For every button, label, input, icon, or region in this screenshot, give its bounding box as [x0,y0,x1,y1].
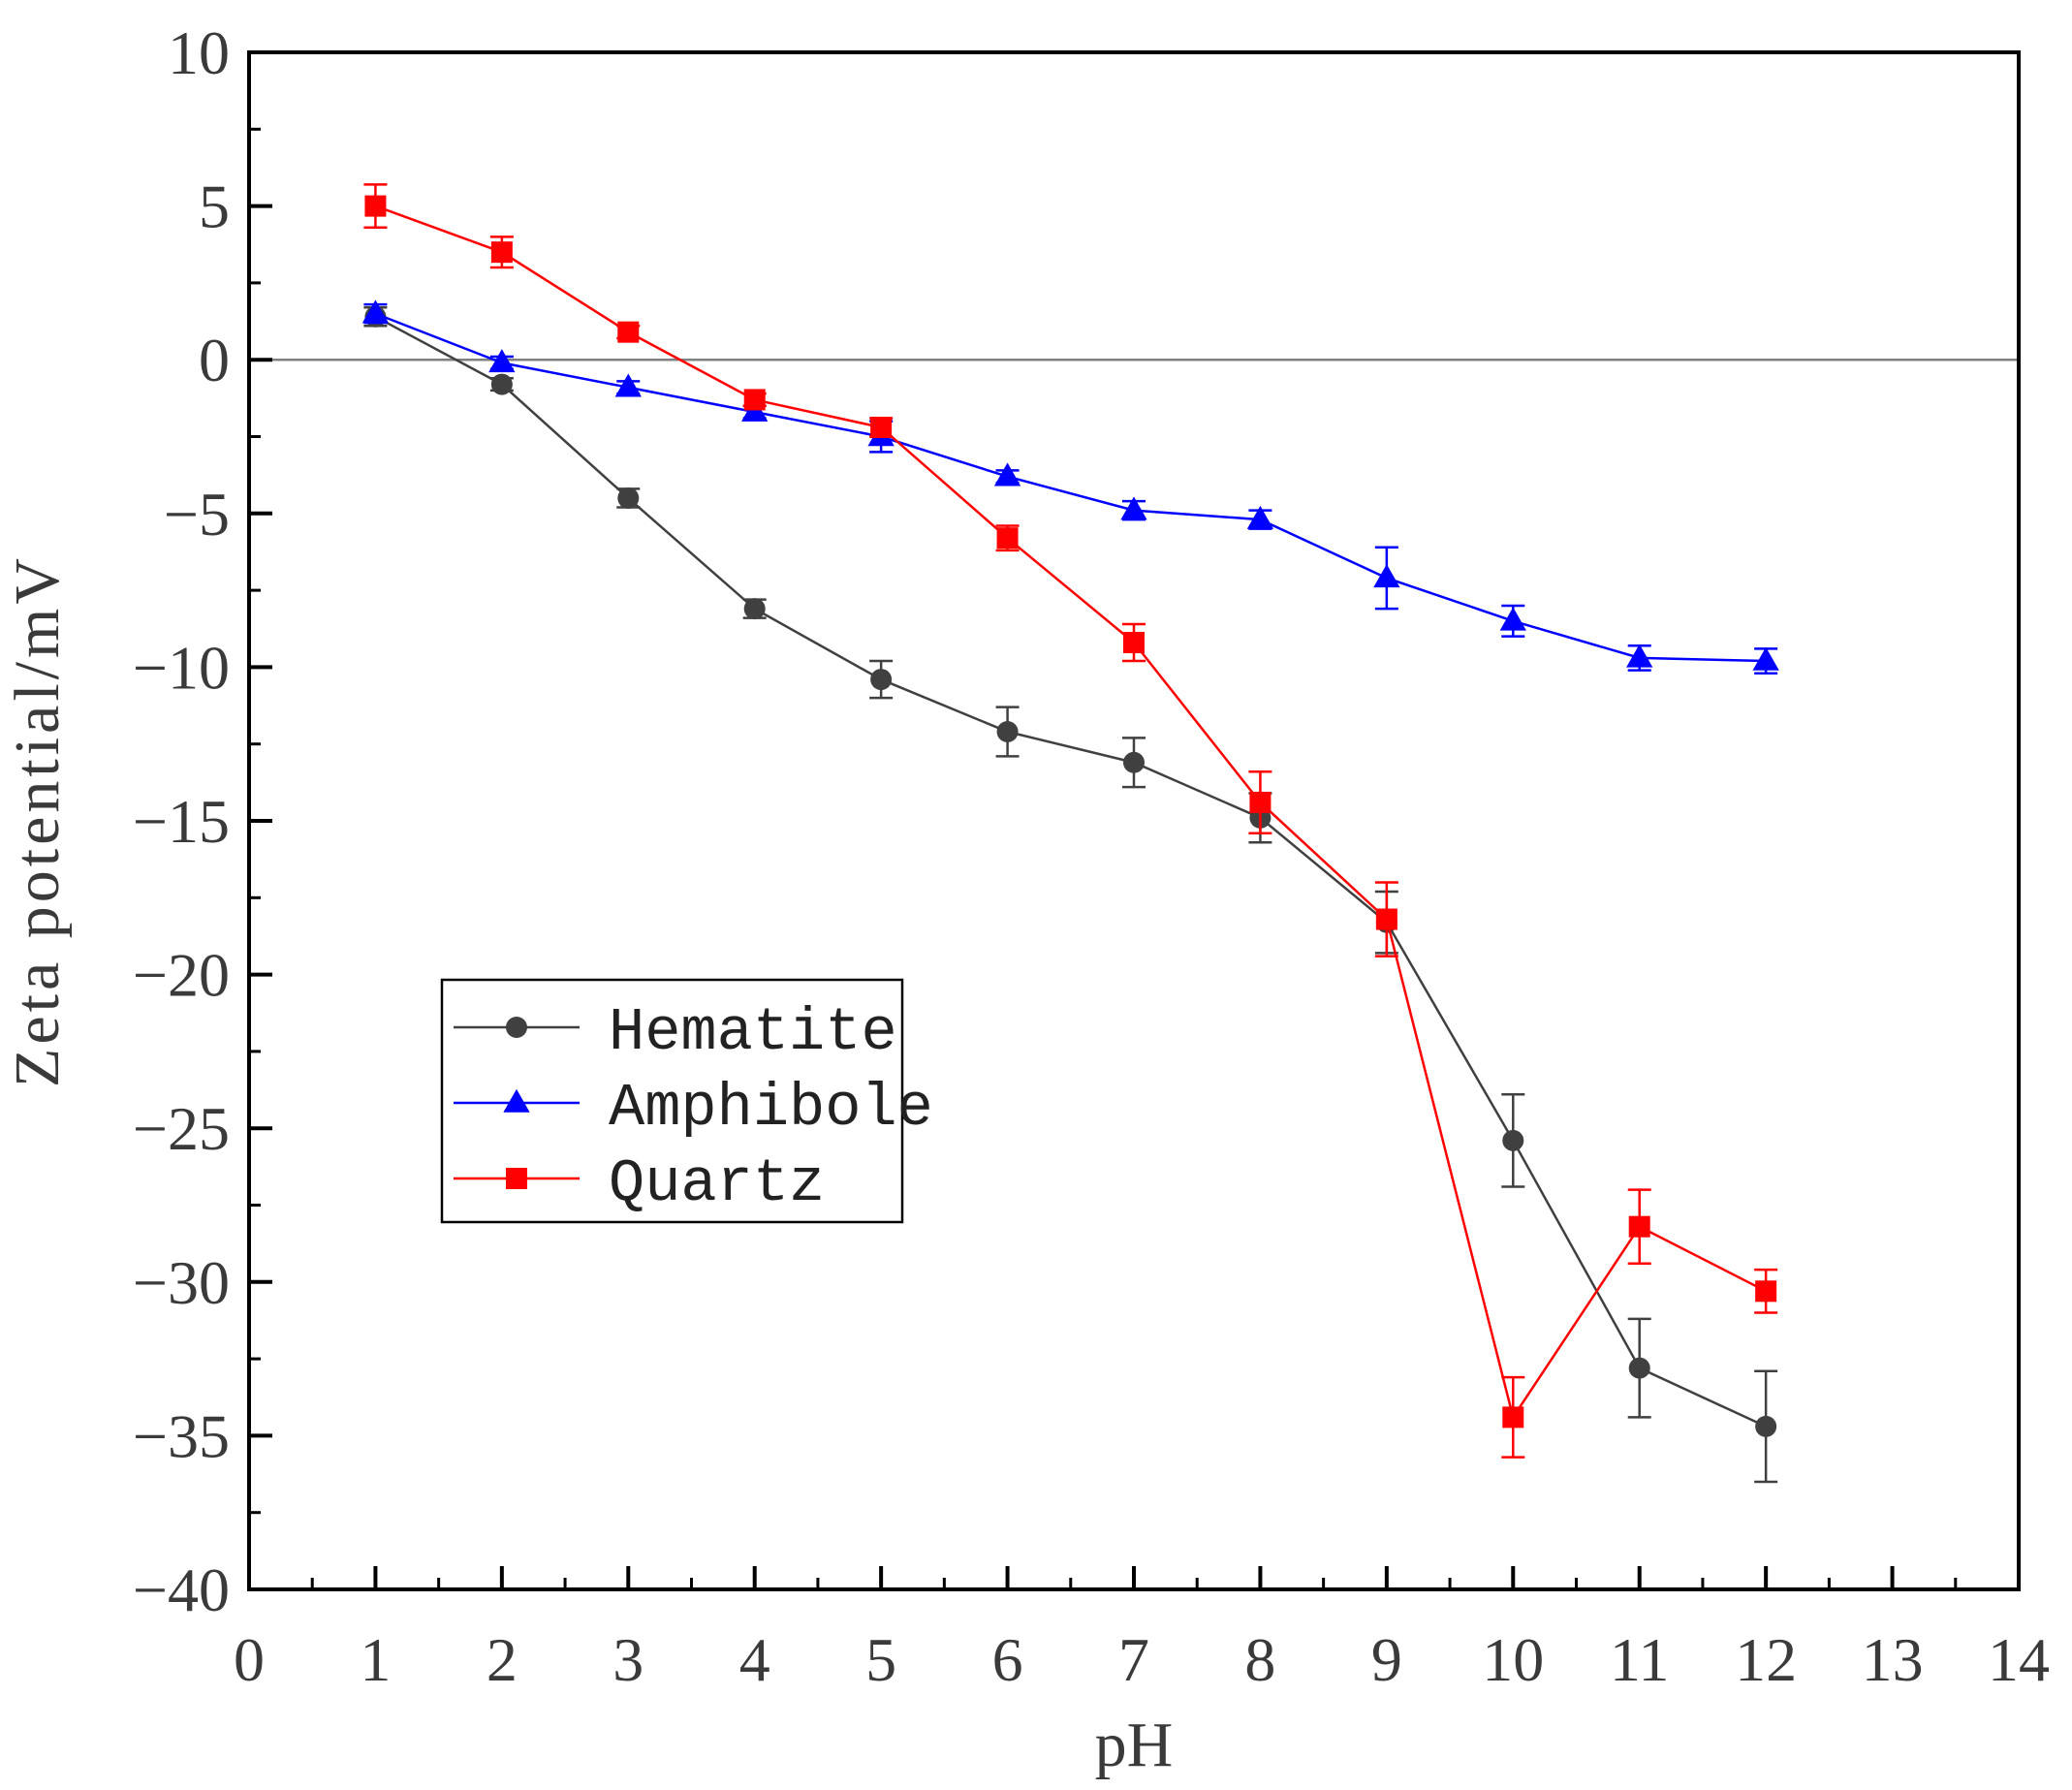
x-tick-label-4: 4 [739,1625,770,1694]
x-tick-label-0: 0 [234,1625,265,1694]
axis-ticks-group [247,50,2021,1591]
point-hematite-2 [490,373,513,395]
point-hematite-11 [1628,1357,1650,1379]
legend-label-quartz: Quartz [609,1149,825,1218]
point-quartz-4 [743,389,766,411]
x-tick-label-5: 5 [865,1625,896,1694]
point-amphibole-12 [1752,646,1779,671]
x-tick-label-13: 13 [1862,1625,1924,1694]
series-amphibole [361,299,1779,675]
x-tick-label-11: 11 [1610,1625,1670,1694]
point-quartz-9 [1375,908,1397,930]
x-tick-label-12: 12 [1735,1625,1797,1694]
x-tick-label-3: 3 [612,1625,644,1694]
point-hematite-4 [743,598,766,620]
y-tick-label--15: −15 [133,787,230,856]
point-hematite-6 [996,721,1019,743]
x-tick-label-8: 8 [1244,1625,1275,1694]
series-line-amphibole [374,312,1767,663]
series-line-hematite [374,315,1767,1429]
y-tick-label--25: −25 [133,1094,230,1163]
legend-marker-quartz [506,1168,527,1189]
x-tick-label-1: 1 [360,1625,391,1694]
point-hematite-5 [870,669,893,691]
point-quartz-7 [1123,632,1145,654]
x-tick-label-10: 10 [1482,1625,1544,1694]
point-hematite-3 [617,487,640,509]
y-tick-label--10: −10 [133,633,230,702]
axis-tick-labels-group: 0 1 2 3 4 5 6 7 8 9 10 11 12 13 141050−5−10−15−20−25−3… [133,18,2050,1694]
point-amphibole-10 [1499,607,1526,631]
series-group [361,183,1779,1484]
x-tick-label-6: 6 [992,1625,1023,1694]
point-amphibole-6 [993,462,1021,487]
point-quartz-2 [490,241,513,264]
legend-marker-hematite [506,1017,527,1038]
y-tick-label-5: 5 [199,173,230,241]
point-amphibole-3 [614,373,642,397]
point-quartz-12 [1755,1280,1777,1303]
y-tick-label-10: 10 [168,18,230,87]
legend-label-amphibole: Amphibole [609,1074,933,1143]
y-axis-title: Zeta potential/mV [2,554,73,1087]
point-amphibole-1 [361,299,390,324]
y-tick-label--20: −20 [133,941,230,1010]
point-quartz-10 [1502,1406,1524,1429]
point-hematite-10 [1502,1129,1524,1151]
y-tick-label--30: −30 [133,1248,230,1317]
point-amphibole-11 [1626,644,1653,668]
y-tick-label--5: −5 [164,480,230,549]
point-quartz-5 [870,416,893,438]
point-amphibole-7 [1120,496,1147,520]
x-tick-label-14: 14 [1988,1625,2050,1694]
series-line-quartz [375,204,1767,1421]
point-amphibole-9 [1373,564,1400,588]
legend-marker-amphibole [503,1088,530,1113]
x-tick-label-2: 2 [487,1625,518,1694]
point-quartz-3 [617,321,640,343]
point-amphibole-2 [488,349,516,373]
point-quartz-1 [364,195,387,217]
x-tick-label-9: 9 [1371,1625,1402,1694]
legend-label-hematite: Hematite [609,998,897,1067]
point-amphibole-8 [1246,505,1274,529]
x-axis-title: pH [1095,1710,1174,1780]
point-hematite-7 [1123,751,1145,773]
y-tick-label-0: 0 [199,326,230,394]
point-hematite-12 [1755,1415,1777,1437]
point-quartz-8 [1249,791,1271,813]
point-quartz-6 [996,527,1019,550]
y-tick-label--40: −40 [133,1555,230,1624]
y-tick-label--35: −35 [133,1401,230,1470]
point-quartz-11 [1628,1215,1650,1238]
series-quartz [363,183,1778,1459]
x-tick-label-7: 7 [1118,1625,1149,1694]
